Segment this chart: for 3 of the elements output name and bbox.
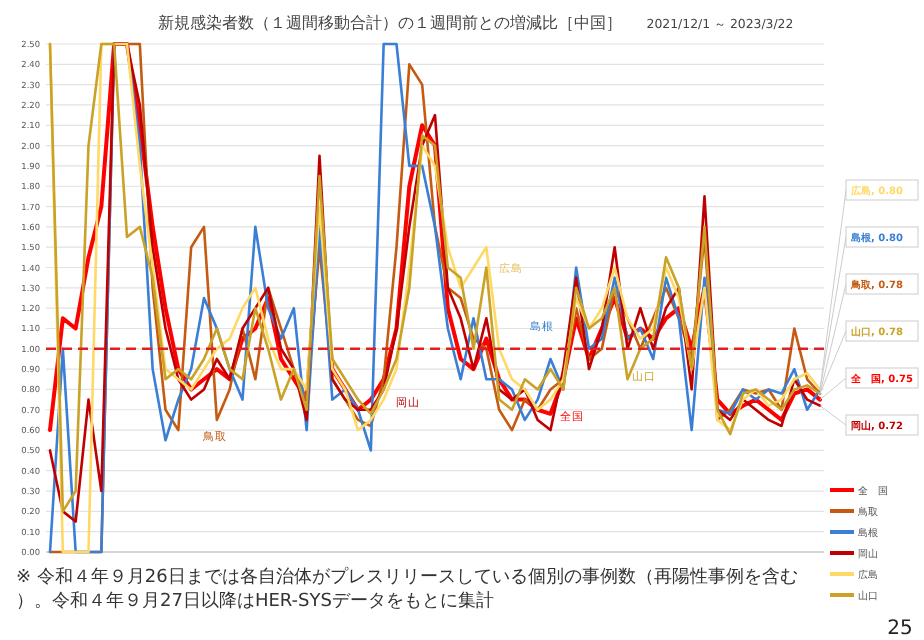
chart-title: 新規感染者数（１週間移動合計）の１週間前との増減比［中国］: [158, 12, 622, 32]
text: ※ 令和４年９月26日までは各自治体がプレスリリースしている個別の事例数（再陽性事例を含む）。令和４年９月27日以降はHER-SYSデータをもとに集計: [16, 566, 798, 612]
text: 25: [887, 618, 913, 640]
